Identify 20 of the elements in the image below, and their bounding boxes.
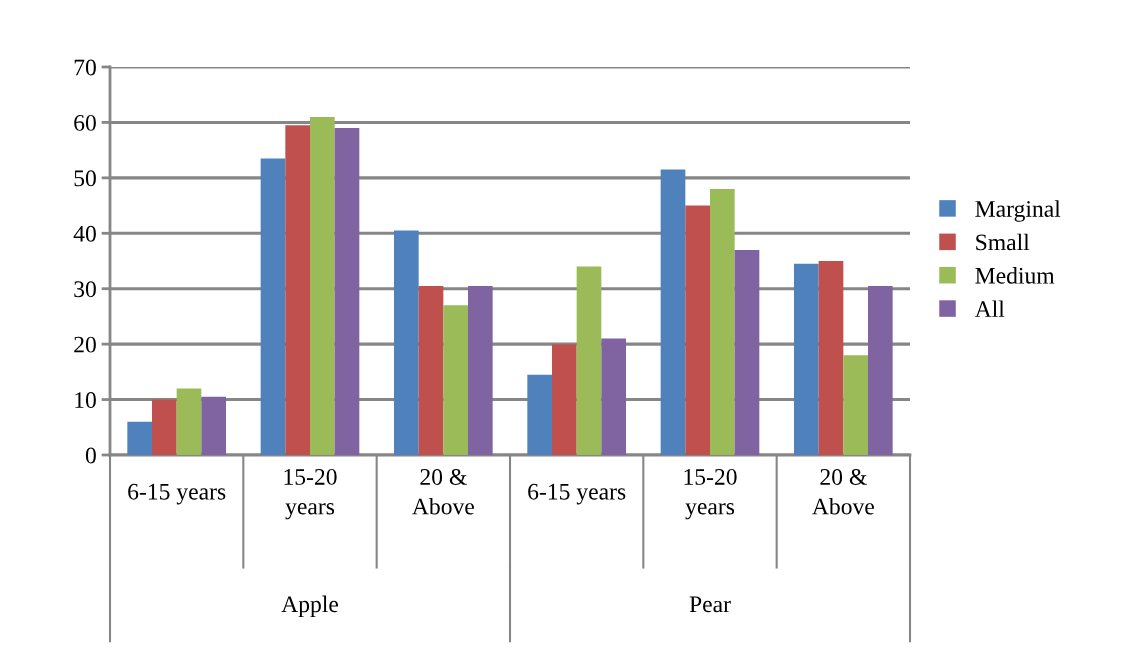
x-tick-label: 15-20 years: [284, 468, 337, 520]
y-tick-label: 40: [73, 225, 96, 242]
x-tick-label: 6-15 years: [128, 483, 226, 505]
y-tick-label: 50: [74, 170, 96, 187]
legend-label: Small: [976, 233, 1030, 251]
legend-label: All: [974, 300, 1005, 317]
y-tick-label: 60: [74, 114, 96, 131]
x-tick-label: 20 & Above: [812, 468, 874, 515]
y-tick-label: 70: [74, 59, 96, 76]
x-tick-label: 15-20 years: [684, 468, 737, 520]
legend-label: Medium: [975, 267, 1055, 284]
y-tick-label: 20: [74, 336, 96, 353]
y-tick-label: 30: [74, 281, 96, 298]
y-tick-label: 0: [85, 447, 96, 464]
text: Pear: [689, 596, 731, 613]
y-tick-label: 10: [75, 392, 96, 408]
x-tick-label: 20 & Above: [412, 468, 474, 515]
legend-label: Marginal: [975, 200, 1061, 222]
x-tick-label: 6-15 years: [528, 483, 626, 505]
text: Apple: [281, 595, 339, 618]
